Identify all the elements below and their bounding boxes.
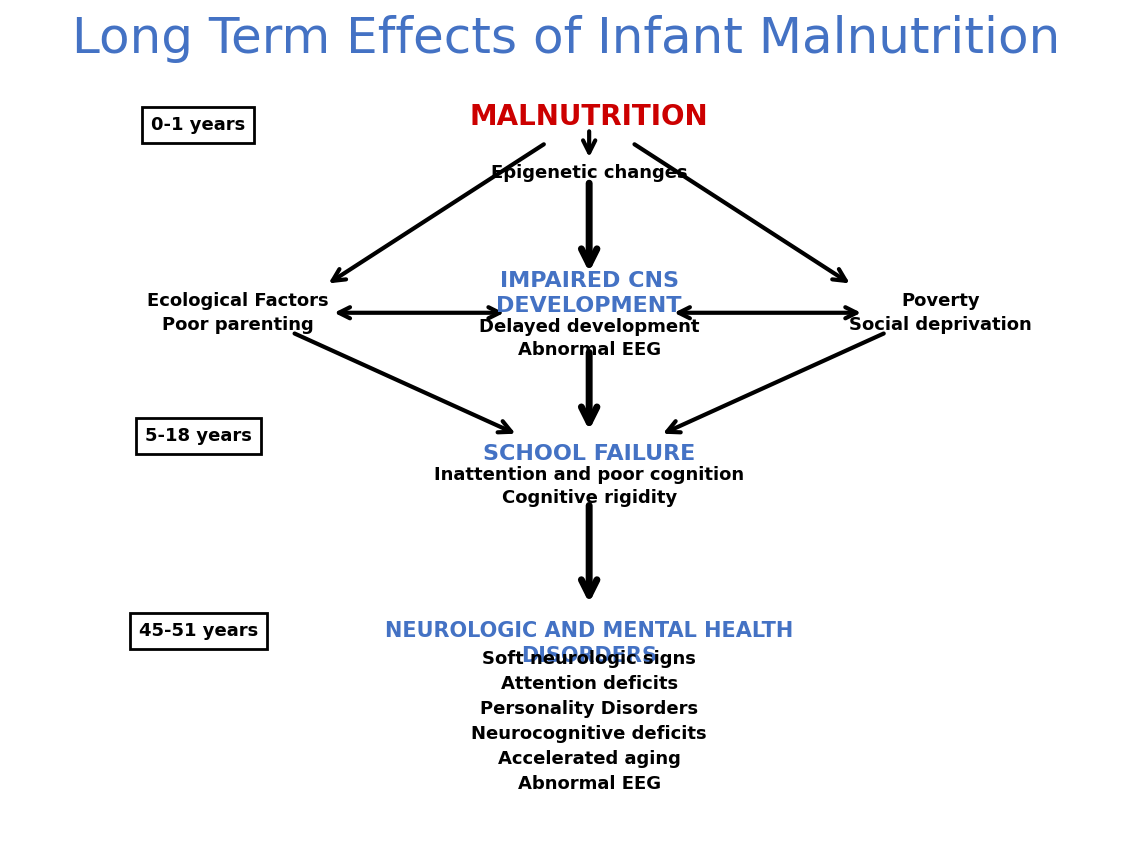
Text: SCHOOL FAILURE: SCHOOL FAILURE: [483, 443, 696, 464]
Text: NEUROLOGIC AND MENTAL HEALTH
DISORDERS: NEUROLOGIC AND MENTAL HEALTH DISORDERS: [385, 621, 793, 666]
Text: MALNUTRITION: MALNUTRITION: [470, 103, 708, 130]
Text: 0-1 years: 0-1 years: [151, 117, 246, 134]
Text: 45-51 years: 45-51 years: [138, 622, 258, 639]
Text: Ecological Factors
Poor parenting: Ecological Factors Poor parenting: [147, 292, 329, 334]
Text: Long Term Effects of Infant Malnutrition: Long Term Effects of Infant Malnutrition: [73, 15, 1060, 63]
Text: IMPAIRED CNS
DEVELOPMENT: IMPAIRED CNS DEVELOPMENT: [496, 271, 682, 316]
Text: Inattention and poor cognition
Cognitive rigidity: Inattention and poor cognition Cognitive…: [434, 466, 744, 507]
Text: Delayed development
Abnormal EEG: Delayed development Abnormal EEG: [479, 318, 699, 359]
Text: Poverty
Social deprivation: Poverty Social deprivation: [849, 292, 1032, 334]
Text: Epigenetic changes: Epigenetic changes: [491, 164, 688, 181]
Text: Soft neurologic signs
Attention deficits
Personality Disorders
Neurocognitive de: Soft neurologic signs Attention deficits…: [471, 650, 707, 793]
Text: 5-18 years: 5-18 years: [145, 428, 252, 445]
